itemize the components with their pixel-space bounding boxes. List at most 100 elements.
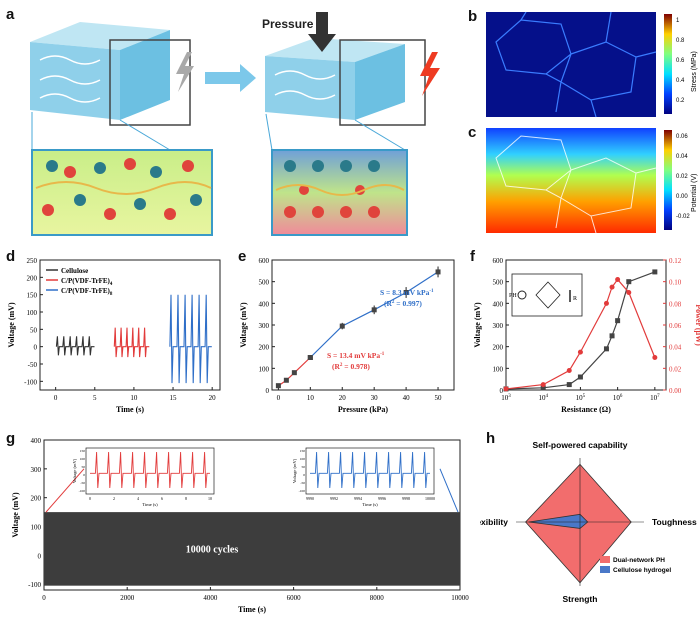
lightning-grey-icon [176, 52, 194, 92]
y-tick-label: 200 [259, 344, 270, 352]
x-tick-label: 50 [435, 394, 443, 402]
y2-tick-label: 0.02 [669, 365, 682, 373]
y-tick-label: 200 [27, 274, 38, 282]
x-tick-label: 15 [170, 394, 178, 402]
legend-entry: Cellulose [61, 267, 88, 275]
chart-d: -100 -50 0 50 100 150 200 250 0 5 10 15 20 Time (s) Vo… [7, 257, 221, 414]
x-tick-label: 10 [307, 394, 315, 402]
circuit-source [517, 290, 527, 300]
colorbar-c-tick: 0.02 [676, 174, 688, 180]
y-tick-label: 500 [259, 279, 270, 287]
circuit-inset: PH R [509, 273, 583, 317]
x-axis-label: Time (s) [116, 405, 144, 414]
legend-entry: Cellulose hydrogel [613, 567, 671, 574]
data-point [626, 279, 632, 285]
y-tick-label: -100 [28, 581, 41, 589]
x-tick-label: 0 [277, 394, 281, 402]
inset-y-tick-label: 150 [80, 449, 86, 453]
x-tick-label: 5 [93, 394, 97, 402]
legend-entry: C/P(VDF-TrFE)8 [61, 287, 113, 297]
data-point [503, 386, 509, 392]
y-tick-label: 50 [30, 326, 38, 334]
stress-map: 1 0.8 0.6 0.4 0.2 Stress (MPa) [486, 12, 698, 118]
y2-tick-label: 0.10 [669, 279, 682, 287]
x-tick-label: 10 [130, 394, 138, 402]
y-tick-label: -50 [28, 361, 38, 369]
data-point [577, 349, 583, 355]
y-tick-label: 100 [493, 365, 504, 373]
y-tick-label: 400 [493, 300, 504, 308]
inset-x-tick-label: 8 [185, 496, 187, 501]
inset-y-label: Voltage (mV) [292, 458, 297, 483]
circuit-label-r: R [573, 296, 577, 302]
y-tick-label: 300 [493, 322, 504, 330]
colorbar-c-tick: -0.02 [676, 214, 690, 220]
inset-x-tick-label: 9990 [306, 496, 314, 501]
y2-tick-label: 0.08 [669, 300, 682, 308]
inset-x-tick-label: 0 [89, 496, 91, 501]
cycle-band [44, 512, 460, 586]
inset-x-tick-label: 2 [113, 496, 115, 501]
lightning-red-icon [420, 52, 440, 96]
y-tick-label: 100 [27, 309, 38, 317]
y-tick-label: 300 [259, 322, 270, 330]
colorbar-b-tick: 0.8 [676, 38, 685, 44]
y2-axis-label: Power (μW) [694, 304, 700, 346]
x-tick-label: 0 [42, 594, 46, 602]
inset-y-tick-label: -100 [79, 489, 86, 493]
x-tick-label: 40 [403, 394, 411, 402]
colorbar-c-label: Potential (V) [691, 173, 698, 212]
radar-axis-label: Flexibility [480, 517, 508, 527]
legend-swatch [600, 566, 610, 573]
circuit-label-ph: PH [509, 293, 517, 299]
legend-swatch [600, 556, 610, 563]
inset-frame [305, 447, 435, 495]
y-tick-label: 300 [31, 466, 42, 474]
ion-diagram-right [275, 160, 405, 218]
y-tick-label: 600 [259, 257, 270, 265]
legend-entry: C/P(VDF-TrFE)4 [61, 277, 113, 287]
pressure-label: Pressure [262, 17, 314, 31]
x-tick-label: 10000 [451, 594, 469, 602]
y2-tick-label: 0.06 [669, 322, 682, 330]
y-tick-label: 100 [259, 365, 270, 373]
x-tick-label: 2000 [120, 594, 135, 602]
x-tick-label: 6000 [287, 594, 302, 602]
data-point [566, 382, 572, 388]
data-point [577, 374, 583, 380]
inset-y-tick-label: 100 [80, 457, 86, 461]
panel-letter-g: g [6, 430, 16, 447]
schematic-illustration: Pressure [30, 12, 440, 236]
inset-y-tick-label: -50 [300, 481, 305, 485]
hydrogel-block-left [30, 22, 170, 120]
potential-map: 0.06 0.04 0.02 0.00 -0.02 Potential (V) [486, 128, 698, 234]
series-line [55, 336, 95, 356]
inset-y-tick-label: 50 [82, 465, 86, 469]
y-tick-label: 600 [493, 257, 504, 265]
inset-y-tick-label: -100 [299, 489, 306, 493]
x-tick-label: 4000 [203, 594, 218, 602]
ion-diagram-left [35, 158, 212, 220]
pressure-arrow-icon [308, 34, 336, 52]
colorbar-b-tick: 0.2 [676, 98, 685, 104]
panel-letter-d: d [6, 248, 16, 265]
x-tick-label: 20 [339, 394, 347, 402]
plot-frame [39, 259, 221, 391]
data-point [339, 323, 345, 329]
panel-letter-b: b [468, 8, 478, 25]
x-tick-label: 8000 [370, 594, 385, 602]
inset-series-line [90, 451, 210, 489]
data-point [603, 300, 609, 306]
data-point [283, 377, 289, 383]
inset-series-line [310, 451, 430, 489]
inset-x-tick-label: 10000 [425, 496, 435, 501]
radar-axis-label: Self-powered capability [533, 440, 628, 450]
data-point [609, 333, 615, 339]
x-tick-label: 105 [576, 394, 586, 402]
inset-x-tick-label: 4 [137, 496, 139, 501]
chart-e: 0 100 200 300 400 500 600 0 10 20 30 40 50 Pressure (… [239, 257, 455, 414]
y-tick-label: 100 [31, 524, 42, 532]
inset-x-tick-label: 9992 [330, 496, 338, 501]
data-point [652, 269, 658, 275]
x-tick-exponent: 4 [545, 394, 548, 399]
